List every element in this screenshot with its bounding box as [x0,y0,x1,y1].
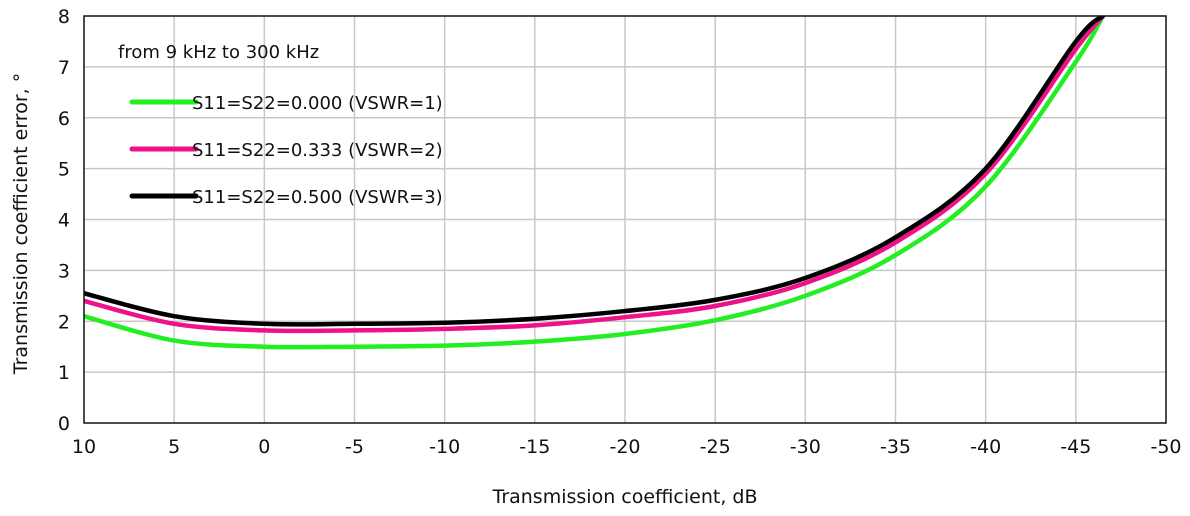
series-line-3 [84,16,1106,327]
x-tick-label: -5 [345,436,364,458]
grid-layer [84,16,1166,423]
y-tick-label: 0 [58,413,70,435]
x-tick-label: -20 [609,436,640,458]
series-line-1 [84,16,1106,350]
chart-annotation: from 9 kHz to 300 kHz [118,42,319,63]
y-tick-label: 3 [58,260,70,282]
x-tick-label: -40 [970,436,1001,458]
legend: S11=S22=0.000 (VSWR=1) S11=S22=0.333 (VSW… [129,93,443,208]
y-tick-label: 1 [58,362,70,384]
x-axis-title: Transmission coefficient, dB [492,486,758,508]
y-tick-label: 8 [58,6,70,28]
x-tick-label: -15 [519,436,550,458]
x-tick-label: -35 [880,436,911,458]
y-axis-title: Transmission coefficient error, ° [10,73,32,375]
y-tick-label: 2 [58,311,70,333]
legend-label: S11=S22=0.000 (VSWR=1) [192,93,443,114]
x-tick-label: 5 [168,436,180,458]
x-tick-label: 10 [72,436,96,458]
plot-frame [83,15,1167,424]
y-tick-label: 6 [58,108,70,130]
x-tick-label: -45 [1060,436,1091,458]
series-layer [84,16,1106,350]
x-tick-label: -25 [700,436,731,458]
tick-label-layer: 10 5 0 -5 -10 -15 -20 -25 -30 -35 -40 -45 -50 0 1 2 3 4 5 6… [58,6,1182,458]
legend-label: S11=S22=0.333 (VSWR=2) [192,140,443,161]
legend-label: S11=S22=0.500 (VSWR=3) [192,187,443,208]
y-tick-label: 7 [58,57,70,79]
y-tick-label: 5 [58,159,70,181]
series-line-2 [84,16,1106,334]
x-tick-label: -10 [429,436,460,458]
x-tick-label: -50 [1150,436,1181,458]
y-tick-label: 4 [58,210,70,232]
x-tick-label: -30 [790,436,821,458]
x-tick-label: 0 [258,436,270,458]
